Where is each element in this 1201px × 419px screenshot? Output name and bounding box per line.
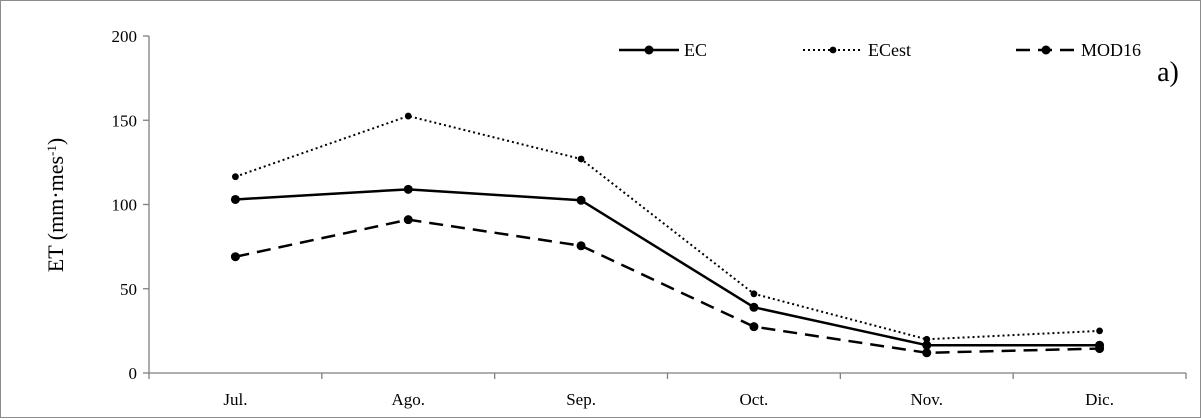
data-point xyxy=(230,252,240,262)
data-point xyxy=(576,195,586,205)
legend-label: ECest xyxy=(868,40,911,60)
data-point xyxy=(923,335,931,343)
y-tick-label: 100 xyxy=(112,196,138,215)
y-ticks: 0 50 100 150 200 xyxy=(112,27,149,383)
y-tick-label: 200 xyxy=(112,27,138,46)
data-point xyxy=(922,348,932,358)
data-point xyxy=(1096,327,1103,335)
x-tick-label: Ago. xyxy=(391,390,425,409)
series-ec xyxy=(230,184,1105,350)
data-point xyxy=(232,173,239,181)
panel-annotation: a) xyxy=(1157,57,1179,88)
data-point xyxy=(749,322,759,332)
y-tick-label: 0 xyxy=(129,364,138,383)
x-tick-label: Oct. xyxy=(740,390,769,409)
data-point xyxy=(749,302,759,312)
x-tick-label: Sep. xyxy=(566,390,596,409)
x-ticks: Jul. Ago. Sep. Oct. Nov. Dic. xyxy=(148,373,1187,409)
data-point xyxy=(1095,344,1105,354)
axes xyxy=(148,36,1186,374)
legend-item-ecest: ECest xyxy=(803,40,911,60)
series-line xyxy=(235,188,1100,347)
y-tick-label: 50 xyxy=(120,280,137,299)
y-axis-label-main: ET (mm·mes xyxy=(43,156,68,272)
data-point xyxy=(576,241,586,251)
series-line xyxy=(235,115,1100,341)
x-tick-label: Dic. xyxy=(1085,390,1114,409)
data-point xyxy=(404,112,412,120)
data-point xyxy=(750,290,758,298)
legend-item-ec: EC xyxy=(619,40,707,60)
legend-label: MOD16 xyxy=(1081,40,1141,60)
data-point xyxy=(403,215,413,225)
series-ecest xyxy=(232,112,1103,343)
data-point xyxy=(403,184,413,194)
legend-label: EC xyxy=(684,40,707,60)
data-point xyxy=(922,340,932,350)
x-tick-label: Jul. xyxy=(223,390,247,409)
y-axis-label-close: ) xyxy=(43,138,68,145)
legend-marker xyxy=(829,46,837,54)
y-axis-label-superscript: -1 xyxy=(44,145,59,156)
data-point xyxy=(577,155,585,163)
legend-item-mod16: MOD16 xyxy=(1016,40,1141,60)
x-tick-label: Nov. xyxy=(911,390,943,409)
series-line xyxy=(235,218,1100,355)
y-axis-label: ET (mm·mes-1) xyxy=(43,138,68,272)
legend-marker xyxy=(644,45,654,55)
legend: EC ECest MOD16 xyxy=(619,40,1141,60)
series-mod16 xyxy=(230,215,1105,358)
y-tick-label: 150 xyxy=(112,111,138,130)
data-point xyxy=(230,194,240,204)
legend-marker xyxy=(1041,45,1051,55)
series-layer xyxy=(230,112,1105,358)
